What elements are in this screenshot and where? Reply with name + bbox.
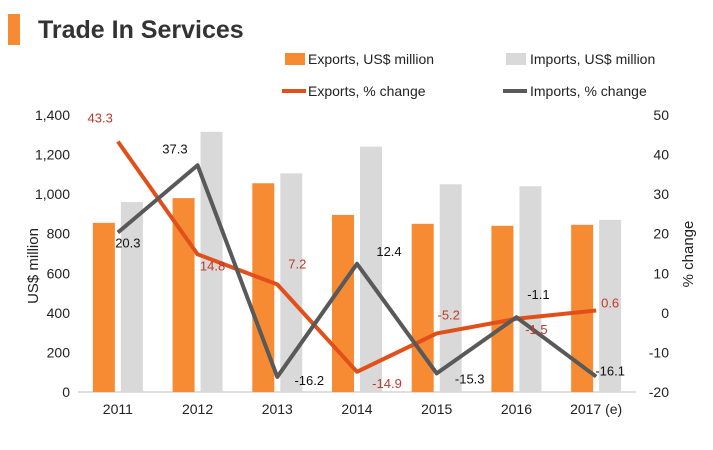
- right-tick-label: 30: [653, 186, 669, 202]
- right-tick-label: -10: [649, 344, 669, 360]
- left-axis-title: US$ million: [25, 228, 42, 304]
- left-tick-label: 1,000: [35, 186, 70, 202]
- left-tick-label: 800: [47, 226, 71, 242]
- exports-bar: [252, 183, 275, 392]
- exports-change-label: 43.3: [88, 111, 113, 126]
- exports-change-label: -1.5: [525, 322, 547, 337]
- imports-change-label: 37.3: [162, 141, 187, 156]
- left-tick-label: 1,400: [35, 107, 70, 123]
- left-tick-label: 200: [47, 344, 71, 360]
- imports-change-line: [116, 163, 598, 379]
- right-axis-title: % change: [680, 221, 697, 288]
- x-tick-label: 2017 (e): [570, 401, 622, 417]
- legend-label-exports-bar: Exports, US$ million: [308, 51, 434, 67]
- exports-change-label: -5.2: [438, 307, 460, 322]
- imports-change-label: -15.3: [455, 371, 485, 386]
- legend-label-imports-line: Imports, % change: [530, 83, 647, 99]
- exports-change-label: -14.9: [372, 376, 402, 391]
- imports-change-label: 12.4: [376, 244, 401, 259]
- legend-label-imports-bar: Imports, US$ million: [530, 51, 655, 67]
- imports-bar: [200, 131, 223, 392]
- imports-change-label: -1.1: [527, 287, 549, 302]
- exports-bar: [571, 224, 594, 392]
- lines: [116, 140, 598, 379]
- right-tick-label: 20: [653, 226, 669, 242]
- legend-label-exports-line: Exports, % change: [308, 83, 426, 99]
- right-tick-label: -20: [649, 384, 669, 400]
- right-tick-label: 40: [653, 147, 669, 163]
- x-tick-label: 2016: [501, 401, 532, 417]
- x-tick-label: 2013: [262, 401, 293, 417]
- left-axis: 0 200 400 600 800 1,000 1,200 1,400: [35, 107, 70, 400]
- imports-bar: [280, 173, 303, 392]
- chart-title: Trade In Services: [38, 16, 244, 44]
- data-labels: 43.3 14.8 7.2 -14.9 -5.2 -1.5 0.6 20.3 37.3 -16.2…: [88, 111, 625, 391]
- exports-bar: [92, 222, 115, 392]
- right-tick-label: 10: [653, 265, 669, 281]
- exports-change-label: 14.8: [200, 258, 225, 273]
- x-axis: 2011 2012 2013 2014 2015 2016 2017 (e): [103, 401, 622, 417]
- imports-change-label: 20.3: [115, 236, 140, 251]
- legend-swatch-imports-bar: [506, 53, 526, 65]
- imports-change-label: -16.1: [595, 364, 625, 379]
- exports-bar: [491, 225, 514, 392]
- imports-bar: [519, 186, 542, 392]
- left-tick-label: 1,200: [35, 147, 70, 163]
- legend: Exports, US$ million Imports, US$ millio…: [282, 51, 655, 99]
- imports-change-label: -16.2: [294, 373, 324, 388]
- left-tick-label: 600: [47, 265, 71, 281]
- right-tick-label: 50: [653, 107, 669, 123]
- x-tick-label: 2012: [182, 401, 213, 417]
- exports-bar: [172, 198, 195, 392]
- x-tick-label: 2015: [421, 401, 452, 417]
- imports-bar: [599, 219, 622, 392]
- left-tick-label: 0: [62, 384, 70, 400]
- exports-change-label: 0.6: [601, 295, 619, 310]
- legend-swatch-exports-bar: [285, 53, 305, 65]
- right-axis: -20 -10 0 10 20 30 40 50: [649, 107, 669, 400]
- right-tick-label: 0: [661, 305, 669, 321]
- imports-bar: [120, 202, 143, 392]
- imports-bar: [439, 184, 462, 392]
- x-tick-label: 2011: [103, 401, 133, 417]
- x-tick-label: 2014: [341, 401, 372, 417]
- left-tick-label: 400: [47, 305, 71, 321]
- imports-bar: [360, 146, 382, 392]
- title-accent-bar: [8, 14, 20, 45]
- exports-change-label: 7.2: [288, 256, 306, 271]
